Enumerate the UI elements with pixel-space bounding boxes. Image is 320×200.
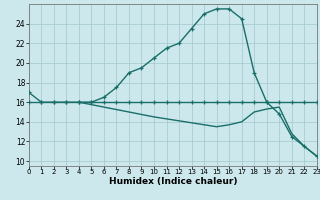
X-axis label: Humidex (Indice chaleur): Humidex (Indice chaleur): [108, 177, 237, 186]
